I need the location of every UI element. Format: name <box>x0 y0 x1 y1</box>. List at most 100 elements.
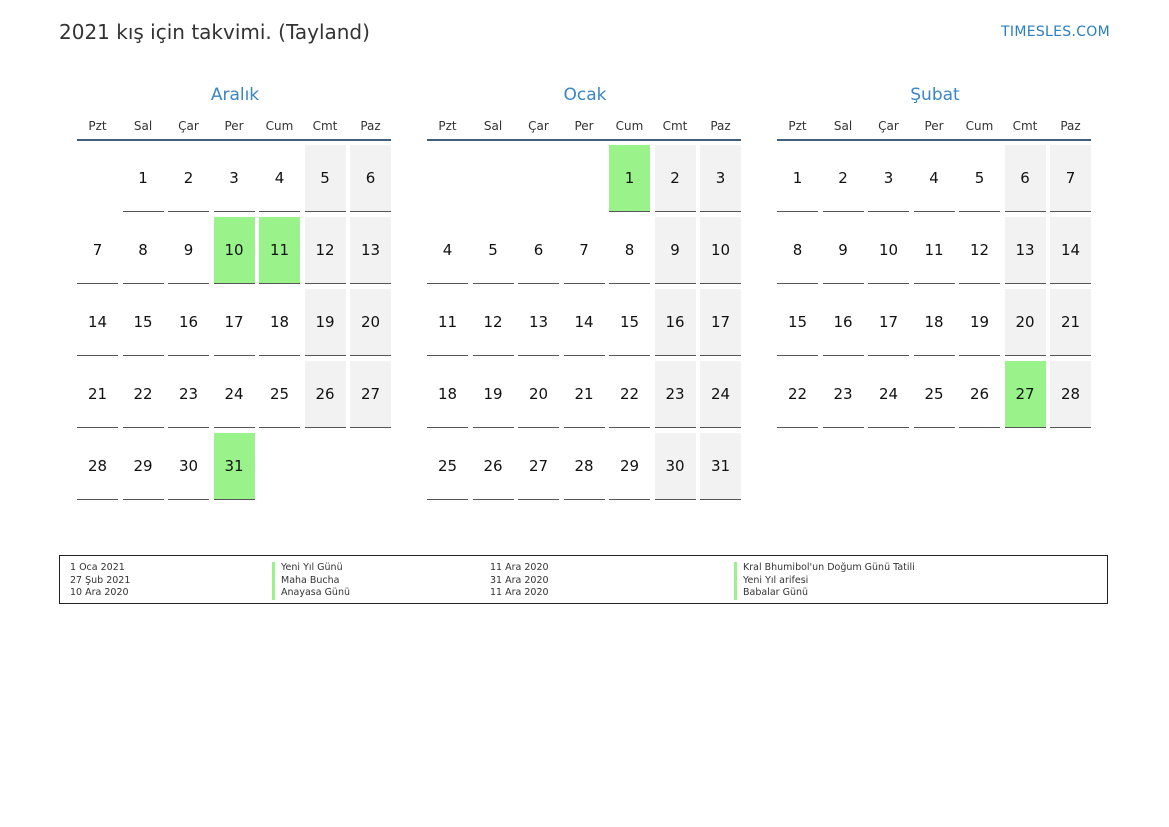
day-cell: 9 <box>654 217 696 284</box>
weekday-label: Paz <box>710 119 731 133</box>
holiday-day-cell: 10 <box>213 217 255 284</box>
day-cell: 6 <box>350 145 391 212</box>
day-cell: 19 <box>472 361 514 428</box>
day-cell: 27 <box>350 361 391 428</box>
weekday-label: Sal <box>483 119 503 133</box>
day-cell: 29 <box>122 433 164 500</box>
day-cell: 3 <box>868 145 909 212</box>
header-divider <box>427 139 741 141</box>
empty-day-cell <box>305 433 346 500</box>
weekday-label: Per <box>224 119 244 133</box>
day-cell: 17 <box>700 289 741 356</box>
day-cell: 2 <box>654 145 696 212</box>
day-cell: 12 <box>472 289 514 356</box>
weekday-header: Pzt Sal Çar Per Cum Cmt Paz <box>427 116 743 136</box>
day-cell: 5 <box>959 145 1000 212</box>
day-cell: 27 <box>518 433 559 500</box>
weekday-label: Cmt <box>312 119 338 133</box>
day-cell: 3 <box>700 145 741 212</box>
weekday-label: Paz <box>360 119 381 133</box>
day-cell: 1 <box>122 145 164 212</box>
day-cell: 23 <box>654 361 696 428</box>
day-cell: 17 <box>868 289 909 356</box>
weekday-label: Cum <box>615 119 644 133</box>
month-calendar: Aralık Pzt Sal Çar Per Cum Cmt Paz 1 2 3 4 5 6 7 8 9 10 11… <box>77 84 393 500</box>
holiday-day-cell: 27 <box>1004 361 1046 428</box>
day-cell: 6 <box>518 217 559 284</box>
legend-names-col-2: Kral Bhumibol'un Doğum Günü Tatili Yeni … <box>734 562 915 600</box>
day-cell: 9 <box>822 217 864 284</box>
day-cell: 24 <box>213 361 255 428</box>
weekday-label: Sal <box>133 119 153 133</box>
day-grid: 1 2 3 4 5 6 7 8 9 10 11 12 13 14 15 16 17 18 19 20 21 22 23 24 2… <box>77 145 393 500</box>
empty-day-cell <box>77 145 118 212</box>
day-cell: 22 <box>777 361 818 428</box>
weekday-label: Cum <box>265 119 294 133</box>
day-cell: 30 <box>168 433 209 500</box>
day-cell: 4 <box>259 145 300 212</box>
weekday-label: Cmt <box>662 119 688 133</box>
legend-holiday-name: Kral Bhumibol'un Doğum Günü Tatili <box>734 562 915 575</box>
day-cell: 14 <box>1050 217 1091 284</box>
weekday-label: Pzt <box>88 119 107 133</box>
legend-holiday-name: Yeni Yıl Günü <box>272 562 350 575</box>
legend-date: 1 Oca 2021 <box>70 562 125 573</box>
holiday-day-cell: 11 <box>259 217 300 284</box>
weekday-label: Per <box>924 119 944 133</box>
day-cell: 12 <box>304 217 346 284</box>
legend-date: 31 Ara 2020 <box>490 574 549 586</box>
empty-day-cell <box>473 145 514 212</box>
day-cell: 25 <box>913 361 955 428</box>
day-cell: 2 <box>168 145 209 212</box>
day-cell: 1 <box>777 145 818 212</box>
day-cell: 3 <box>213 145 255 212</box>
weekday-label: Pzt <box>438 119 457 133</box>
day-cell: 13 <box>518 289 559 356</box>
month-name: Aralık <box>210 85 260 105</box>
day-cell: 16 <box>168 289 209 356</box>
day-cell: 23 <box>822 361 864 428</box>
legend-dates-col-2: 11 Ara 2020 31 Ara 2020 11 Ara 2020 <box>490 562 549 600</box>
day-cell: 24 <box>868 361 909 428</box>
month-calendar: Ocak Pzt Sal Çar Per Cum Cmt Paz 1 2 3 4 5 6 7 8 9 10 11 12… <box>427 84 743 500</box>
month-calendar: Şubat Pzt Sal Çar Per Cum Cmt Paz 1 2 3 4 5 6 7 8 9 10 11 1… <box>777 84 1093 428</box>
holiday-day-cell: 31 <box>213 433 255 500</box>
weekday-label: Sal <box>833 119 853 133</box>
site-link[interactable]: TIMESLES.COM <box>1001 24 1110 40</box>
weekday-label: Çar <box>878 119 899 133</box>
month-name: Ocak <box>563 85 607 105</box>
day-cell: 12 <box>959 217 1000 284</box>
day-grid: 1 2 3 4 5 6 7 8 9 10 11 12 13 14 15 16 17 18 19 20 21 22 23 24 2… <box>427 145 743 500</box>
day-cell: 20 <box>350 289 391 356</box>
day-cell: 25 <box>427 433 468 500</box>
day-cell: 6 <box>1004 145 1046 212</box>
day-cell: 30 <box>654 433 696 500</box>
legend-dates-col-1: 1 Oca 2021 27 Şub 2021 10 Ara 2020 <box>70 562 130 600</box>
day-cell: 2 <box>822 145 864 212</box>
day-grid: 1 2 3 4 5 6 7 8 9 10 11 12 13 14 15 16 17 18 19 20 21 22 23 24 2… <box>777 145 1093 428</box>
day-cell: 14 <box>563 289 605 356</box>
day-cell: 7 <box>563 217 605 284</box>
legend-date: 11 Ara 2020 <box>490 587 549 598</box>
day-cell: 16 <box>822 289 864 356</box>
day-cell: 11 <box>427 289 468 356</box>
legend-date: 27 Şub 2021 <box>70 574 131 586</box>
day-cell: 23 <box>168 361 209 428</box>
month-name: Şubat <box>910 85 960 105</box>
day-cell: 17 <box>213 289 255 356</box>
holiday-legend: 1 Oca 2021 27 Şub 2021 10 Ara 2020 Yeni … <box>59 555 1108 604</box>
day-cell: 9 <box>168 217 209 284</box>
day-cell: 10 <box>700 217 741 284</box>
day-cell: 15 <box>609 289 650 356</box>
day-cell: 4 <box>913 145 955 212</box>
day-cell: 28 <box>563 433 605 500</box>
day-cell: 4 <box>427 217 468 284</box>
day-cell: 22 <box>122 361 164 428</box>
weekday-label: Çar <box>178 119 199 133</box>
day-cell: 7 <box>77 217 118 284</box>
weekday-label: Cum <box>965 119 994 133</box>
weekday-label: Per <box>574 119 594 133</box>
empty-day-cell <box>259 433 300 500</box>
day-cell: 13 <box>350 217 391 284</box>
day-cell: 13 <box>1004 217 1046 284</box>
